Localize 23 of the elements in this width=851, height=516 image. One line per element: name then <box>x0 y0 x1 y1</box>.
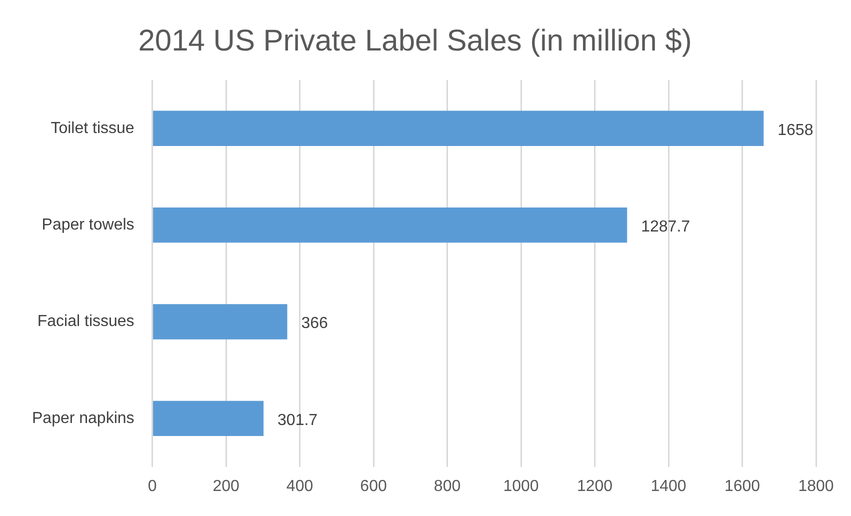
y-tick-label: Paper towels <box>42 216 134 234</box>
bar <box>153 304 288 340</box>
x-tick-label: 600 <box>360 478 387 495</box>
chart-title: 2014 US Private Label Sales (in million $) <box>138 24 692 58</box>
data-label: 366 <box>301 315 328 332</box>
x-tick-label: 200 <box>212 478 240 495</box>
x-tick-label: 1000 <box>503 478 539 495</box>
x-tick-label: 800 <box>434 478 461 495</box>
data-label: 301.7 <box>278 412 318 429</box>
x-tick-label: 400 <box>286 478 314 495</box>
x-tick-label: 1600 <box>724 478 760 495</box>
data-label: 1287.7 <box>641 218 690 236</box>
x-tick-label: 1200 <box>576 478 613 495</box>
x-tick-label: 0 <box>148 478 157 495</box>
data-label: 1658 <box>778 122 814 139</box>
y-tick-label: Toilet tissue <box>50 120 134 137</box>
bar <box>153 400 264 436</box>
bar <box>153 110 764 146</box>
x-tick-label: 1400 <box>650 478 686 495</box>
bar <box>153 207 628 243</box>
y-tick-label: Paper napkins <box>32 410 134 427</box>
x-tick-label: 1800 <box>798 478 834 495</box>
y-tick-label: Facial tissues <box>37 313 134 330</box>
